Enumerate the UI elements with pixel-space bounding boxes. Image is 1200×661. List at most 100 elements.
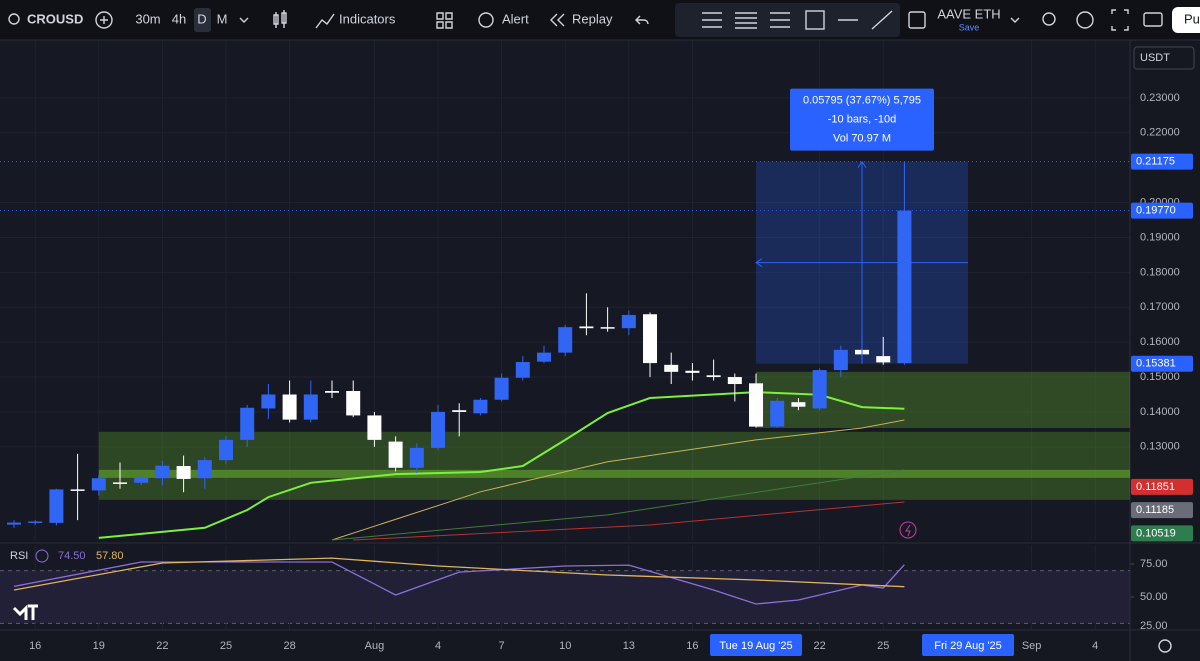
price-badge-label: 0.11851 xyxy=(1136,481,1175,493)
candle-body xyxy=(70,489,85,491)
zone xyxy=(98,469,1130,478)
events-icon[interactable] xyxy=(899,521,917,539)
price-badge xyxy=(1131,478,1193,495)
candle-body xyxy=(791,402,806,407)
x-tick-label: 22 xyxy=(156,640,168,652)
interval[interactable]: 4h xyxy=(172,11,186,26)
x-tick-label: 16 xyxy=(686,640,698,652)
rsi-title: RSI xyxy=(10,550,28,562)
indicators-icon[interactable] xyxy=(315,13,335,29)
x-tick-label: 22 xyxy=(813,640,825,652)
replay-button[interactable]: Replay xyxy=(572,11,613,26)
candle-body xyxy=(727,377,742,385)
tool-trend[interactable] xyxy=(871,10,893,30)
candle-body xyxy=(134,477,149,483)
candle-body xyxy=(91,478,106,491)
currency[interactable]: USDT xyxy=(1140,52,1170,64)
layout-box[interactable] xyxy=(908,11,926,29)
x-tick-label: 13 xyxy=(623,640,635,652)
candle-body xyxy=(812,370,827,409)
interval[interactable]: 30m xyxy=(135,11,160,26)
candle-body xyxy=(240,407,255,440)
candle-body xyxy=(155,465,170,479)
tool-lines[interactable] xyxy=(735,12,757,29)
date-badge-label: Fri 29 Aug '25 xyxy=(934,640,1002,652)
logo xyxy=(12,604,38,620)
save-label[interactable]: Save xyxy=(959,22,980,32)
x-tick-label: Sep xyxy=(1022,640,1042,652)
y-tick-label: 0.22000 xyxy=(1140,127,1180,139)
moving-average xyxy=(353,501,905,541)
settings-button[interactable] xyxy=(1076,11,1094,29)
candle-body xyxy=(833,349,848,371)
tool-channel[interactable] xyxy=(770,12,790,28)
replay-icon[interactable] xyxy=(550,13,565,27)
price-badge xyxy=(1131,355,1193,372)
x-tick-label: 7 xyxy=(499,640,505,652)
candle-body xyxy=(409,447,424,468)
active-interval-bg xyxy=(194,8,211,32)
search-tool[interactable] xyxy=(1042,12,1056,26)
candle-body xyxy=(261,394,276,409)
indicators-button[interactable]: Indicators xyxy=(339,11,396,26)
layout-menu[interactable] xyxy=(1010,17,1020,23)
snapshot-button[interactable] xyxy=(1143,12,1163,27)
rsi-tick-label: 50.00 xyxy=(1140,591,1168,603)
candle-body xyxy=(706,375,721,378)
candle-body xyxy=(219,439,233,461)
price-badge xyxy=(1131,153,1193,170)
undo-button[interactable] xyxy=(635,15,649,25)
candle-body xyxy=(558,327,573,353)
interval[interactable]: D xyxy=(197,11,206,26)
x-tick-label: 25 xyxy=(877,640,889,652)
axis-settings[interactable] xyxy=(1158,639,1172,653)
search-icon[interactable] xyxy=(8,13,20,25)
x-tick-label: 19 xyxy=(93,640,105,652)
price-badge xyxy=(1131,525,1193,542)
date-badge xyxy=(922,634,1015,656)
rsi-icon xyxy=(35,549,49,563)
price-badge-label: 0.15381 xyxy=(1136,358,1176,370)
x-tick-label: 10 xyxy=(559,640,571,652)
candle-body xyxy=(431,411,446,448)
y-tick-label: 0.13000 xyxy=(1140,441,1180,453)
compare-button[interactable] xyxy=(95,11,113,29)
chart-type-icon[interactable] xyxy=(273,10,287,28)
candle-body xyxy=(749,383,764,427)
currency-box[interactable] xyxy=(1133,46,1195,70)
candle-body xyxy=(6,522,21,525)
measure-text: Vol 70.97 M xyxy=(833,133,891,145)
candle-body xyxy=(770,400,785,427)
x-tick-label: 25 xyxy=(220,640,232,652)
x-tick-label: 28 xyxy=(283,640,295,652)
candle-body xyxy=(197,460,212,479)
candle-body xyxy=(494,377,509,400)
interval[interactable]: M xyxy=(217,11,228,26)
candle-body xyxy=(643,314,658,364)
layout-icon[interactable] xyxy=(436,12,453,29)
candle-body xyxy=(515,362,530,378)
alert-button[interactable]: Alert xyxy=(502,11,529,26)
moving-average xyxy=(98,391,905,539)
price-badge xyxy=(1131,202,1193,219)
fullscreen-button[interactable] xyxy=(1111,9,1129,31)
candle-body xyxy=(112,482,127,484)
candle-body xyxy=(346,391,361,416)
rsi-tick-label: 75.00 xyxy=(1140,558,1168,570)
tool-rect[interactable] xyxy=(805,10,825,30)
symbol[interactable]: CROUSD xyxy=(27,11,83,26)
moving-average xyxy=(331,469,905,541)
candle-body xyxy=(452,410,467,412)
tool-fib[interactable] xyxy=(702,12,722,28)
publish-button[interactable] xyxy=(1172,7,1200,33)
candle-body xyxy=(325,391,340,393)
price-badge-label: 0.21175 xyxy=(1136,156,1175,168)
alert-icon[interactable] xyxy=(478,12,494,28)
moving-average xyxy=(331,419,905,541)
publish-label[interactable]: Pu xyxy=(1184,11,1200,26)
interval-menu[interactable] xyxy=(239,17,249,23)
layout-name[interactable]: AAVE ETH xyxy=(937,6,1000,21)
candle-body xyxy=(685,370,700,373)
rsi-value: 74.50 xyxy=(58,550,86,562)
